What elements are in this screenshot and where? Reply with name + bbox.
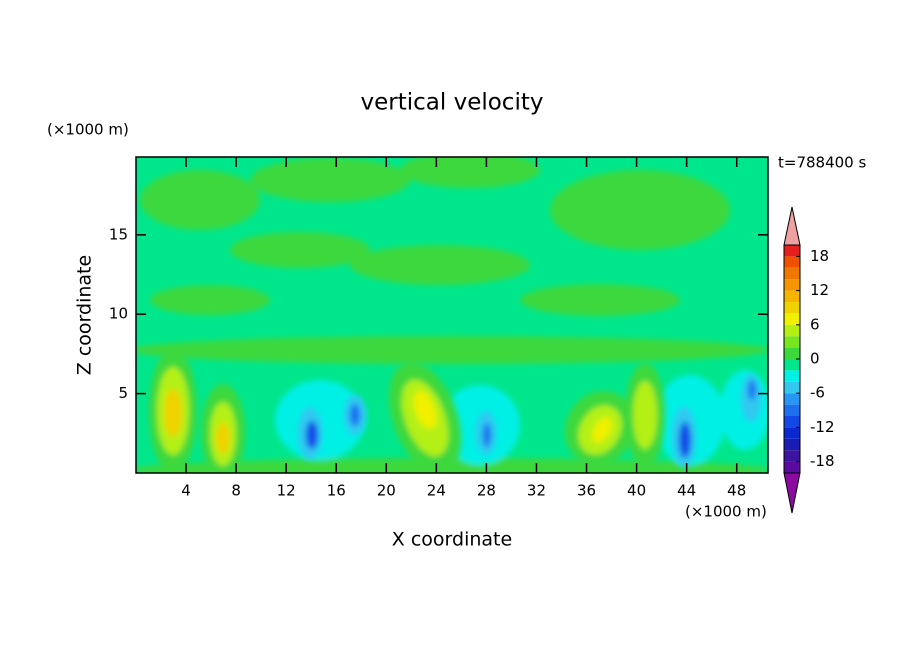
x-unit: (×1000 m) [685, 503, 767, 521]
annotation: t=788400 s [778, 154, 866, 172]
x-tick-label: 12 [277, 482, 296, 500]
colorbar-band [784, 313, 800, 325]
x-tick-label: 36 [577, 482, 596, 500]
colorbar-band [784, 416, 800, 428]
colorbar-tick-label: -12 [810, 418, 835, 436]
x-tick-label: 16 [327, 482, 346, 500]
y-tick-label: 15 [109, 225, 128, 243]
contour-field [136, 157, 768, 473]
colorbar-band [784, 427, 800, 439]
colorbar-tick-label: -18 [810, 452, 835, 470]
colorbar-band [784, 461, 800, 473]
colorbar-tick-label: 0 [810, 350, 820, 368]
colorbar-band [784, 267, 800, 280]
colorbar-band [784, 381, 800, 394]
x-tick-label: 8 [231, 482, 241, 500]
colorbar-tick-label: 18 [810, 247, 829, 265]
colorbar-band [784, 393, 800, 405]
colorbar-band [784, 438, 800, 451]
y-axis-label: Z coordinate [74, 255, 96, 375]
x-tick-label: 44 [677, 482, 696, 500]
colorbar-band [784, 256, 800, 268]
y-tick-label: 5 [118, 384, 128, 402]
colorbar-band [784, 279, 800, 291]
colorbar-band [784, 347, 800, 359]
colorbar-under [783, 472, 801, 514]
plot-frame [135, 156, 769, 474]
x-axis-label: X coordinate [392, 529, 512, 551]
y-unit: (×1000 m) [47, 121, 129, 139]
colorbar-band [784, 336, 800, 348]
x-tick-label: 4 [181, 482, 191, 500]
colorbar-tick-label: 6 [810, 315, 820, 333]
colorbar-band [784, 324, 800, 337]
x-tick-label: 24 [427, 482, 446, 500]
x-tick-label: 28 [477, 482, 496, 500]
x-tick-label: 40 [627, 482, 646, 500]
colorbar-tick-label: -6 [810, 384, 825, 402]
colorbar-over [783, 206, 801, 246]
y-tick-label: 10 [109, 305, 128, 323]
colorbar-band [784, 359, 800, 371]
colorbar-band [784, 450, 800, 462]
colorbar-band [784, 302, 800, 314]
colorbar-band [784, 370, 800, 382]
colorbar-band [784, 404, 800, 416]
colorbar-tick-label: 12 [810, 281, 829, 299]
x-tick-label: 48 [727, 482, 746, 500]
colorbar-band [784, 290, 800, 302]
chart-title: vertical velocity [361, 90, 544, 116]
colorbar-band [784, 245, 800, 257]
x-tick-label: 20 [377, 482, 396, 500]
x-tick-label: 32 [527, 482, 546, 500]
